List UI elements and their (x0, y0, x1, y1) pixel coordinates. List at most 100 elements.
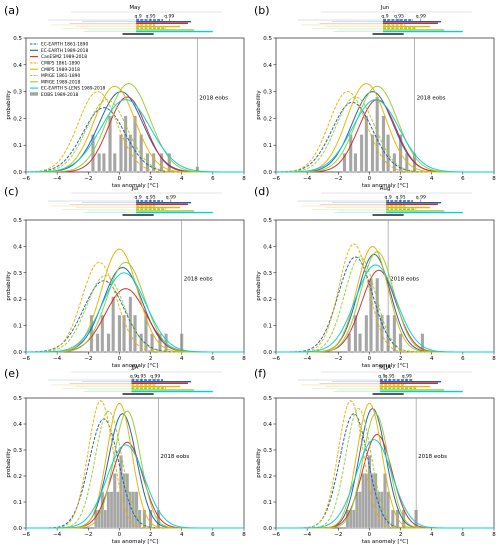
x-tick-label: −4 (303, 532, 312, 538)
legend-entry: MPIGE 1989-2018 (41, 79, 80, 85)
quantile-label: q.99 (416, 14, 426, 20)
eobs-bar (101, 153, 106, 173)
eobs-2018-label: 2018 eobs (417, 96, 446, 102)
x-axis-label: tas anomaly [°C] (112, 183, 159, 189)
panel-label: (e) (4, 367, 19, 380)
eobs-bar (139, 134, 144, 173)
y-tick-label: 0.5 (263, 396, 272, 402)
eobs-bar (89, 314, 94, 353)
pdf-curve-cmip5-early (276, 243, 494, 353)
legend-entry: MPIGE 1861-1890 (41, 73, 80, 79)
x-tick-label: 8 (242, 176, 246, 182)
quantile-label: q.9 (378, 374, 385, 380)
y-tick-label: 0.5 (263, 218, 272, 224)
y-tick-label: 0.4 (263, 244, 272, 250)
quantile-label: q.9 (381, 14, 388, 20)
x-tick-label: −2 (84, 356, 92, 362)
chart-panel-mjja: (f) MJJA q.9 q.95 q.99 −6 −4 −2 0 2 4 6 8 0.0 0.1 0.2 0.… (254, 365, 496, 545)
x-axis-label: tas anomaly [°C] (362, 183, 409, 189)
pdf-curve-mpige-recent (276, 251, 494, 353)
y-axis-label: probability (256, 90, 262, 120)
eobs-bar (348, 134, 353, 173)
chart-panel-jun: (b) Jun q.9 q.95 q.99 −6 −4 −2 0 2 4 6 8 0.0 0.1 0.2 0.3… (254, 4, 496, 189)
legend-swatch (30, 92, 38, 96)
pdf-curve-cmip5-early (275, 91, 494, 173)
x-tick-label: 6 (211, 356, 215, 362)
y-tick-label: 0.1 (263, 143, 272, 149)
x-tick-label: 4 (180, 356, 184, 362)
eobs-bar (375, 96, 380, 173)
eobs-bar (111, 296, 116, 353)
quantile-label: q.9 (385, 195, 392, 201)
panel-label: (a) (4, 4, 19, 17)
x-tick-label: 8 (492, 532, 496, 538)
pdf-curve-ec_earth-early (276, 256, 494, 353)
x-tick-label: −4 (303, 356, 312, 362)
x-axis-label: tas anomaly [°C] (112, 539, 159, 545)
eobs-2018-label: 2018 eobs (390, 277, 419, 283)
eobs-bar (117, 314, 122, 353)
eobs-bar (103, 509, 108, 529)
eobs-bar (364, 473, 369, 529)
x-tick-label: 0 (118, 532, 122, 538)
y-tick-label: 0.0 (263, 350, 272, 356)
x-tick-label: 4 (430, 356, 434, 362)
axes-frame (275, 219, 495, 353)
y-tick-label: 0.2 (13, 297, 22, 303)
eobs-bar (386, 491, 390, 529)
y-tick-label: 0.4 (13, 63, 22, 69)
x-tick-label: 6 (461, 356, 465, 362)
y-axis-label: probability (256, 271, 262, 301)
eobs-bar (119, 134, 123, 173)
legend-entry: EC-EARTH 1989-2018 (41, 48, 88, 54)
x-tick-label: −4 (53, 356, 62, 362)
pdf-curve-sens-recent (276, 99, 494, 173)
quantile-label: q.95 (385, 374, 395, 380)
x-tick-label: −6 (22, 356, 31, 362)
quantile-label: q.95 (146, 195, 156, 201)
panel-title: Aug (380, 186, 391, 192)
y-tick-label: 0.5 (263, 36, 272, 42)
eobs-bar (358, 333, 362, 353)
x-tick-label: 4 (180, 176, 184, 182)
x-tick-label: 4 (180, 532, 184, 538)
y-tick-label: 0.2 (263, 116, 272, 122)
x-tick-label: 0 (118, 176, 122, 182)
panel-title: May (129, 5, 141, 11)
eobs-bar (398, 333, 403, 353)
quantile-label: q.99 (164, 14, 174, 20)
eobs-bar (364, 314, 369, 353)
eobs-bar (97, 153, 102, 173)
quantile-label: q.9 (135, 195, 142, 201)
legend-entry: CanESM2 1989-2018 (41, 54, 87, 60)
y-tick-label: 0.5 (13, 396, 22, 402)
eobs-bar (109, 491, 114, 529)
eobs-bar (100, 314, 105, 353)
quantile-label: q.95 (146, 14, 156, 20)
legend-entry: CMIP5 1989-2018 (41, 67, 80, 73)
x-tick-label: −2 (334, 532, 342, 538)
eobs-bar (364, 115, 369, 173)
x-tick-label: −2 (334, 176, 342, 182)
x-tick-label: −6 (272, 532, 281, 538)
y-tick-label: 0.1 (263, 500, 272, 506)
eobs-bar (106, 491, 111, 529)
panel-title: Jun (380, 5, 390, 11)
x-tick-label: 0 (118, 356, 122, 362)
x-tick-label: −4 (53, 176, 62, 182)
y-tick-label: 0.4 (13, 422, 22, 428)
eobs-bar (351, 509, 356, 529)
x-tick-label: 8 (242, 356, 246, 362)
quantile-label: q.9 (130, 374, 137, 380)
legend-entry: CMIP5 1861-1890 (41, 61, 80, 67)
x-tick-label: 2 (399, 176, 403, 182)
eobs-bar (342, 153, 347, 173)
pdf-curve-sens-recent (276, 264, 494, 353)
eobs-bar (167, 153, 172, 173)
y-tick-label: 0.0 (13, 170, 22, 176)
y-tick-label: 0.3 (263, 271, 272, 277)
pdf-curve-sens-recent (25, 99, 244, 173)
x-tick-label: 2 (149, 356, 153, 362)
panel-label: (c) (4, 185, 19, 198)
